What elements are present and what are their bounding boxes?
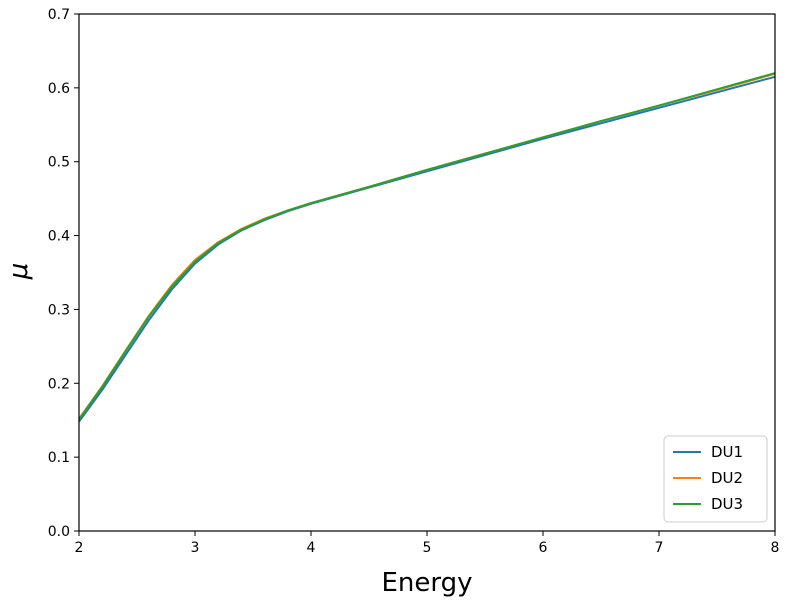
series-line-du3: [78, 72, 776, 421]
y-tick-label: 0.3: [48, 302, 70, 318]
x-tick-label: 2: [75, 540, 84, 556]
x-tick-label: 5: [423, 540, 432, 556]
y-axis-ticks: 0.0 0.1 0.2 0.3 0.4 0.5 0.6 0.7: [48, 7, 79, 540]
legend-label-du3: DU3: [711, 495, 743, 513]
x-tick-label: 8: [771, 540, 780, 556]
legend: DU1 DU2 DU3: [663, 435, 768, 523]
y-tick-label: 0.5: [48, 155, 70, 171]
x-axis-label: Energy: [381, 568, 472, 598]
x-axis-ticks: 2 3 4 5 6 7 8: [75, 531, 780, 556]
legend-box: [663, 435, 768, 523]
x-tick-label: 7: [655, 540, 664, 556]
y-tick-label: 0.1: [48, 450, 70, 466]
legend-label-du1: DU1: [711, 443, 743, 461]
y-tick-label: 0.6: [48, 81, 70, 97]
y-tick-label: 0.0: [48, 524, 70, 540]
y-tick-label: 0.7: [48, 7, 70, 23]
y-axis-label: μ: [4, 263, 34, 281]
y-tick-label: 0.2: [48, 376, 70, 392]
legend-label-du2: DU2: [711, 469, 743, 487]
x-tick-label: 6: [539, 540, 548, 556]
x-tick-label: 3: [191, 540, 200, 556]
series-line-du2: [78, 72, 776, 420]
y-tick-label: 0.4: [48, 229, 70, 245]
series-lines: [78, 72, 776, 423]
x-tick-label: 4: [307, 540, 316, 556]
series-line-du1: [78, 75, 776, 423]
